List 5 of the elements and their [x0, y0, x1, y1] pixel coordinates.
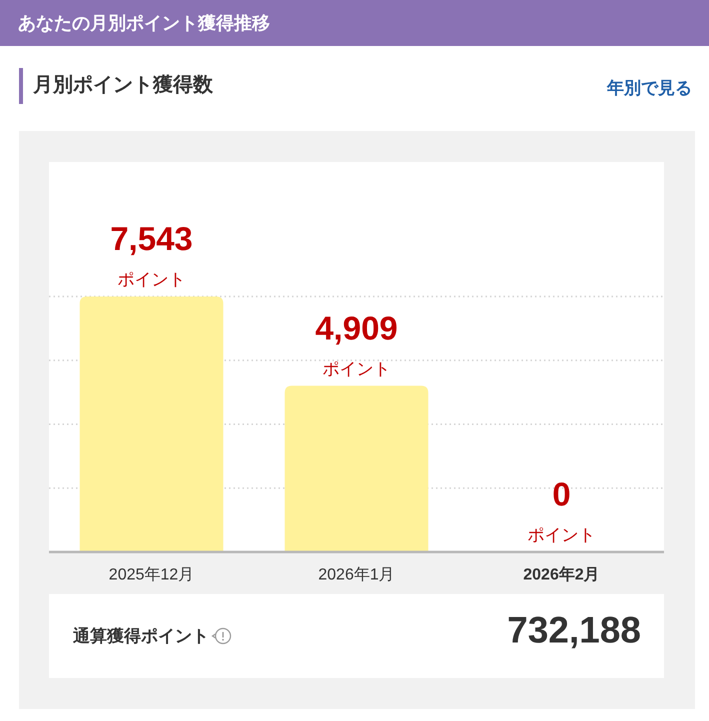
title: あなたの月別ポイント獲得推移: [18, 13, 270, 33]
annotation-link: 年別で見る: [607, 78, 692, 98]
annotation-total-label: 通算獲得ポイント: [73, 626, 209, 646]
annotation-total-value: 732,188: [507, 610, 641, 650]
subtitle: 月別ポイント獲得数: [33, 74, 213, 96]
